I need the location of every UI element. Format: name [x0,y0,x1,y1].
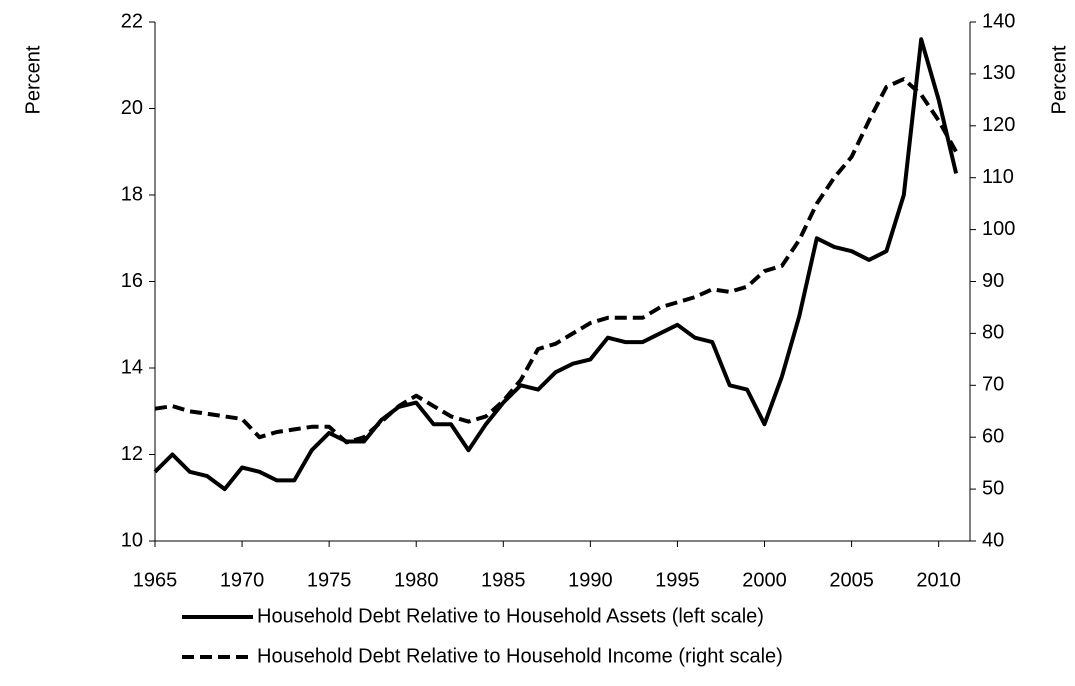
y2-tick-label: 80 [982,322,1004,344]
x-tick-label: 1970 [220,569,265,591]
y2-tick-label: 40 [982,529,1004,551]
y2-tick-label: 110 [982,166,1014,188]
y2-tick-label: 140 [982,10,1015,32]
y-tick-label: 16 [121,270,143,292]
x-tick-label: 2005 [829,569,874,591]
x-tick-label: 1995 [655,569,700,591]
series-line [154,77,958,445]
legend-label: Household Debt Relative to Household Inc… [257,645,783,667]
y-tick-label: 10 [121,529,143,551]
legend-label: Household Debt Relative to Household Ass… [257,605,764,627]
y2-tick-label: 60 [982,425,1004,447]
y2-tick-label: 100 [982,218,1015,240]
y-tick-label: 18 [121,183,143,205]
y2-tick-label: 50 [982,477,1004,499]
y2-tick-label: 130 [982,62,1015,84]
y-tick-label: 14 [121,356,143,378]
x-tick-label: 2000 [742,569,787,591]
y-tick-label: 22 [121,10,143,32]
x-tick-label: 1975 [307,569,352,591]
y2-tick-label: 70 [982,374,1004,396]
x-tick-label: 1985 [481,569,526,591]
y-axis-label: Percent [22,45,44,114]
x-tick-label: 2010 [916,569,961,591]
y2-axis-label: Percent [1048,45,1070,114]
y2-tick-label: 90 [982,270,1004,292]
x-tick-label: 1965 [133,569,178,591]
series-line [153,37,959,492]
y-tick-label: 12 [121,443,143,465]
y2-tick-label: 120 [982,114,1015,136]
y-tick-label: 20 [121,97,143,119]
x-tick-label: 1980 [394,569,439,591]
x-tick-label: 1990 [568,569,613,591]
